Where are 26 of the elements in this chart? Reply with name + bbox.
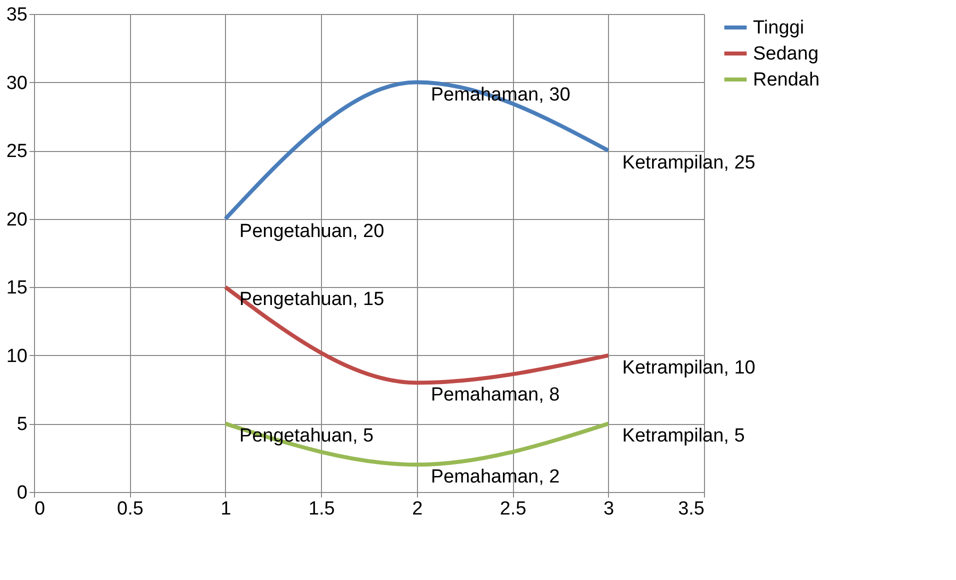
y-tick-label: 10: [6, 346, 28, 367]
y-tick-label: 30: [6, 72, 28, 94]
data-label: Ketrampilan, 10: [622, 357, 756, 378]
legend-label: Sedang: [753, 44, 819, 64]
y-tick-label: 20: [6, 209, 28, 230]
y-tick-label: 5: [16, 414, 28, 436]
x-tick-label: 2.5: [500, 498, 526, 520]
y-tick-label: 25: [6, 141, 28, 162]
data-label: Pemahaman, 8: [430, 384, 560, 406]
data-label: Ketrampilan, 25: [622, 152, 756, 174]
x-tick-label: 2: [412, 498, 423, 520]
x-tick-label: 0: [34, 498, 46, 520]
y-tick-label: 0: [16, 482, 28, 504]
y-tick-label: 35: [6, 4, 28, 26]
y-tick-label: 15: [6, 278, 28, 299]
data-label: Pemahaman, 2: [430, 466, 560, 488]
data-label: Pengetahuan, 15: [239, 289, 384, 310]
x-tick-label: 1.5: [308, 498, 335, 520]
x-tick-label: 0.5: [117, 498, 144, 520]
legend-label: Rendah: [753, 70, 820, 90]
x-tick-label: 1: [220, 498, 232, 520]
data-label: Ketrampilan, 5: [622, 426, 745, 447]
x-tick-label: 3.5: [678, 498, 704, 520]
x-tick-label: 3: [603, 498, 614, 520]
data-label: Pengetahuan, 20: [239, 220, 384, 242]
legend-label: Tinggi: [753, 18, 804, 38]
